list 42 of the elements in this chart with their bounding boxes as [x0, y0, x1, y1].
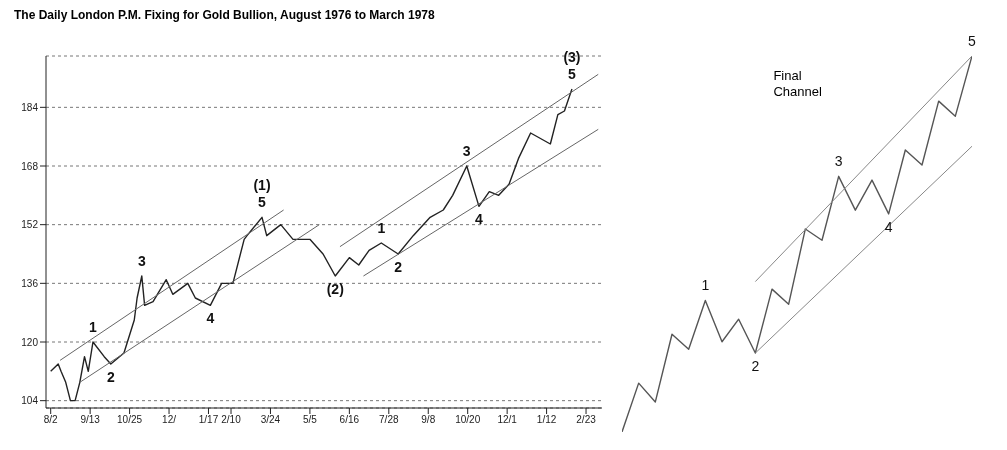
y-tick-label: 184	[21, 101, 39, 113]
annotation: (2)	[326, 281, 344, 297]
x-tick-label: 3/24	[260, 414, 281, 426]
annotation: 5	[258, 194, 267, 211]
x-tick-label: 2/23	[576, 414, 597, 426]
y-tick-label: 152	[21, 219, 39, 231]
annotation: 2	[106, 369, 115, 385]
annotation: 3	[137, 253, 146, 269]
x-tick-label: 10/25	[117, 414, 143, 426]
y-tick-label: 168	[21, 160, 39, 172]
x-tick-label: 9/8	[421, 414, 436, 426]
y-tick-label: 120	[21, 336, 39, 348]
annotation: 4	[475, 211, 484, 228]
x-tick-label: 1/12	[536, 414, 557, 426]
y-tick-label: 104	[21, 395, 39, 407]
annotation: 5	[968, 33, 977, 49]
x-tick-label: 8/2	[43, 414, 59, 426]
annotation: 1	[377, 220, 386, 236]
annotation: 4	[884, 218, 893, 235]
annotation: 5	[568, 66, 577, 82]
x-tick-label: 9/13	[80, 414, 101, 426]
annotation: 4	[206, 310, 215, 327]
line-series	[50, 88, 573, 402]
x-tick-label: 6/16	[339, 414, 360, 426]
annotation: 2	[751, 358, 760, 375]
y-tick-label: 136	[21, 277, 39, 289]
x-tick-label: 7/28	[379, 414, 399, 426]
x-tick-label: 12/1	[497, 414, 518, 426]
x-tick-label: 10/20	[455, 414, 481, 426]
x-tick-label: 1/17	[198, 414, 219, 426]
annotation: 3	[834, 153, 843, 170]
x-tick-label: 12/	[162, 414, 177, 426]
annotation: 2	[394, 259, 403, 275]
x-tick-label: 5/5	[302, 414, 318, 426]
annotation: 1	[701, 277, 710, 294]
annotation: 3	[462, 143, 471, 159]
x-tick-label: 2/10	[221, 414, 242, 426]
annotation: (3)	[563, 49, 581, 65]
chart-title: The Daily London P.M. Fixing for Gold Bullion, August 1976 to March 1978	[13, 8, 436, 24]
annotation: (1)	[253, 177, 271, 194]
annotation: 1	[89, 319, 98, 335]
annotation: Final Channel	[773, 68, 823, 100]
